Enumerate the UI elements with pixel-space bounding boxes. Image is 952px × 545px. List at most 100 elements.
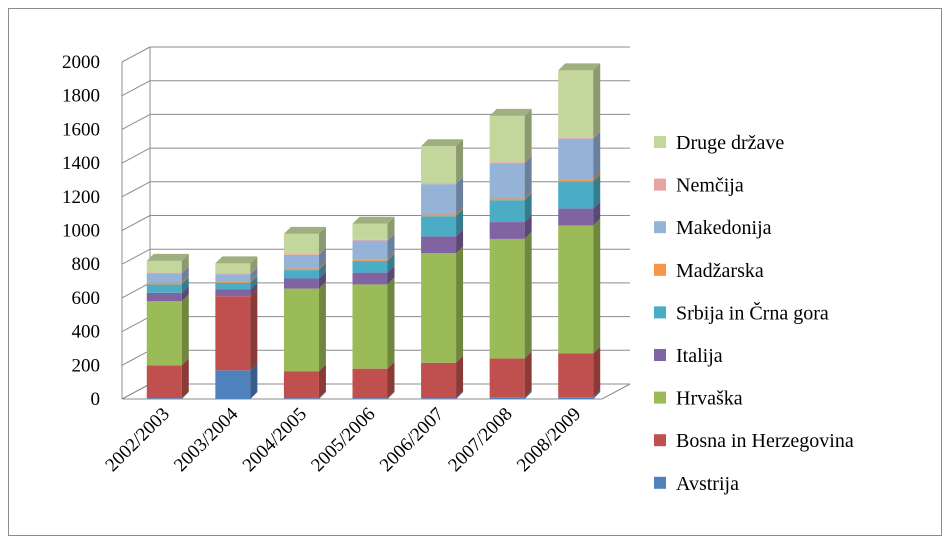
bar-segment [352,277,395,369]
y-tick-label: 0 [91,389,101,410]
bar-segment [489,155,532,164]
bar-segment-front [558,137,594,139]
bar-segment-side [250,266,258,275]
bar-segment-side [387,252,395,261]
bar-segment-front [146,272,182,274]
bar-segment [421,209,464,237]
legend-item: Makedonija [654,217,772,239]
bar-segment-front [489,163,525,199]
bar-segment [352,233,395,260]
bar-segment-side [456,391,464,399]
bar-segment-top [215,256,258,264]
bar-segment-front [283,398,319,399]
bar-segment-side [387,391,395,399]
bar-segment-front [146,273,182,283]
bar-segment-side [456,246,464,363]
bar-segment-side [318,281,326,372]
y-tick-label: 400 [72,322,101,343]
bar-segment-front [489,222,525,239]
legend-label: Makedonija [676,217,772,239]
bar-segment [489,156,532,199]
y-tick-label: 1800 [62,86,100,107]
bar-segment [421,391,464,399]
bar-segment [352,216,395,240]
bar-segment-top [558,63,601,71]
bar-segment-side [387,253,395,273]
bar-segment-side [593,130,601,139]
bar-segment [558,201,601,226]
bar-segment-front [215,282,251,290]
bar-segment-front [421,216,457,237]
bar-segment-front [352,260,388,273]
bar-segment-side [250,267,258,282]
x-axis-tick-labels: 2002/20032003/20042004/20052005/20062006… [101,403,585,476]
legend-item: Hrvaška [654,388,743,410]
bar-segment-side [456,139,464,184]
x-tick-label: 2004/2005 [239,404,311,476]
x-tick-label: 2007/2008 [444,404,516,476]
bar-segment-side [524,390,532,399]
gridline-side [121,349,151,366]
y-tick-label: 600 [72,288,101,309]
bar-segment-side [250,275,258,290]
bar-segment-front [558,397,594,399]
bar-segment-front [146,398,182,399]
bar-segment [283,247,326,269]
bar-segment-side [456,209,464,237]
gridline-side [121,181,151,198]
bar-segment-side [456,207,464,217]
bar-segment-side [387,233,395,260]
legend-label: Druge države [676,132,784,154]
bar-segment-side [593,174,601,209]
bar-segment-top [146,253,189,261]
bar-segment [558,63,601,138]
bar-segment-front [283,288,319,372]
bar-segment [352,253,395,273]
bar-segment [489,191,532,201]
bar-segment [215,274,258,283]
y-tick-label: 1000 [62,221,100,242]
bar-segment-side [318,247,326,269]
bar-segment-side [318,261,326,271]
bar-segment-front [421,146,457,184]
bar-segment-front [146,301,182,366]
bar-segment-side [593,218,601,354]
bar-segment-side [181,265,189,274]
bar-segment-side [250,282,258,297]
bar-segment-side [456,176,464,185]
bar-segment-front [489,397,525,399]
gridline-side [121,383,151,400]
bars [146,63,601,399]
y-tick-label: 1400 [62,153,100,174]
bar-segment-front [558,138,594,180]
legend-label: Nemčija [676,175,744,197]
bar-segment-front [283,254,319,269]
bar-segment [558,131,601,180]
bar-segment-front [421,184,457,215]
bar-segment-front [489,238,525,359]
bar-segment [215,266,258,275]
bar-segment-side [593,63,601,138]
bar-segment [421,176,464,185]
bar-segment [215,275,258,290]
bar-segment [558,174,601,209]
bar-segment-side [318,271,326,289]
bar-segment [283,281,326,372]
legend-label: Avstrija [676,473,739,495]
bar-segment-front [283,371,319,399]
bar-stack [352,216,395,399]
bar-segment-front [421,253,457,363]
legend-label: Madžarska [676,260,764,282]
bar-segment [283,364,326,399]
bar-segment [215,363,258,399]
bar-segment [558,390,601,399]
bar-segment-side [318,364,326,399]
x-tick-label: 2008/2009 [513,404,585,476]
bar-stack [215,256,258,399]
x-tick-label: 2002/2003 [101,404,173,476]
bar-segment-front [558,181,594,209]
bar-segment-side [456,229,464,254]
bar-segment-side [524,155,532,164]
bar-segment [283,247,326,255]
bar-segment-front [489,115,525,163]
